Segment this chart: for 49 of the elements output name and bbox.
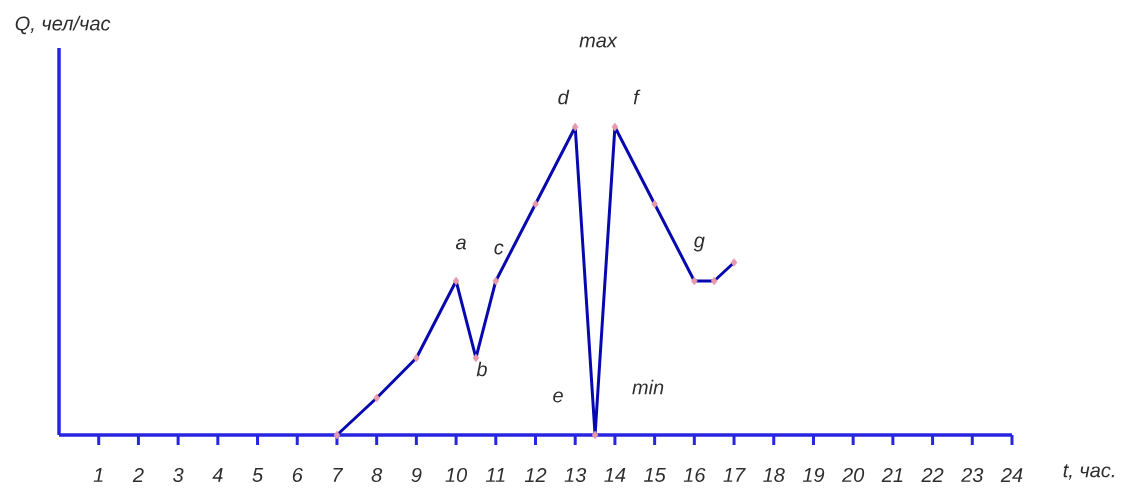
x-tick-label: 9	[411, 467, 422, 483]
x-tick-label: 14	[604, 468, 626, 482]
x-tick-label: 3	[173, 467, 184, 483]
point	[452, 276, 460, 286]
point	[651, 199, 658, 209]
annotation: e	[553, 391, 563, 403]
point	[691, 276, 698, 286]
x-tick-label: 4	[212, 468, 223, 482]
x-tick-label: 12	[524, 468, 547, 482]
x-tick-label: 17	[723, 468, 746, 482]
x-axis-title: t, час.	[1063, 464, 1114, 480]
x-tick-label: 10	[445, 467, 468, 483]
x-tick-label: 13	[564, 467, 587, 483]
annotation: c	[494, 243, 504, 255]
point	[571, 122, 579, 132]
x-tick-label: 7	[333, 468, 344, 482]
x-tick-label: 18	[763, 467, 785, 483]
annotation: a	[455, 238, 466, 250]
x-tick-label: 21	[881, 468, 903, 482]
point	[710, 276, 718, 286]
point	[413, 353, 420, 363]
y-axis-title: Q, чел/час	[15, 15, 111, 35]
x-tick-label: 19	[802, 467, 825, 483]
x-tick-label: 11	[485, 468, 505, 482]
x-tick-label: 15	[644, 468, 666, 482]
point	[492, 276, 500, 286]
x-tick-label: 2	[132, 468, 144, 482]
x-tick-label: 5	[252, 468, 264, 482]
x-tick-label: 20	[841, 467, 865, 483]
point	[611, 122, 619, 132]
point	[472, 353, 480, 363]
annotation: g	[693, 236, 705, 252]
annotation: min	[632, 379, 664, 395]
x-tick-label: 24	[1000, 468, 1023, 482]
x-tick-label: 6	[292, 467, 303, 483]
point	[333, 430, 341, 440]
x-tick-label: 1	[93, 468, 103, 482]
annotation: f	[633, 89, 641, 105]
point	[532, 199, 539, 209]
x-tick-label: 16	[683, 467, 706, 483]
text: max	[579, 36, 618, 48]
x-tick-label: 22	[921, 468, 944, 482]
x-tick-label: 23	[961, 467, 984, 483]
point	[591, 430, 599, 440]
point	[730, 258, 738, 267]
x-tick-label: 8	[371, 467, 383, 483]
annotation: b	[476, 361, 487, 377]
point	[373, 393, 380, 403]
annotation: d	[558, 89, 570, 105]
